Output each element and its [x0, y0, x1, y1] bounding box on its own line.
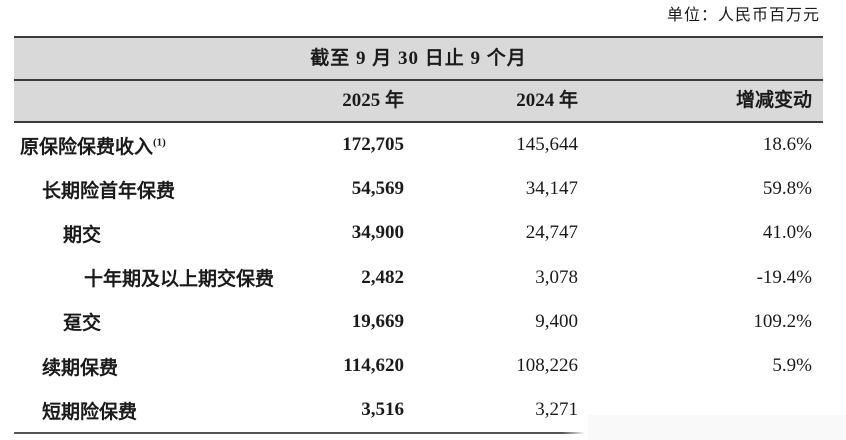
value-2025: 3,516	[361, 399, 404, 421]
value-change: 109.2%	[753, 310, 812, 332]
row-label: 期交	[63, 224, 102, 246]
value-2024: 9,400	[535, 310, 578, 332]
table-row: 长期险首年保费 54,569 34,147 59.8%	[14, 167, 823, 211]
value-change: 18.6%	[762, 134, 812, 156]
value-2025: 54,569	[351, 178, 404, 200]
column-header-change: 增减变动	[735, 90, 812, 111]
value-change: -19.4%	[756, 266, 812, 288]
value-change: 59.8%	[762, 178, 812, 200]
table-row: 趸交 19,669 9,400 109.2%	[14, 300, 823, 344]
table-row: 期交 34,900 24,747 41.0%	[14, 211, 823, 255]
value-2024: 3,271	[535, 399, 578, 421]
value-2024: 145,644	[516, 134, 578, 156]
row-label: 续期保费	[42, 357, 119, 379]
row-label: 趸交	[63, 313, 102, 335]
value-2025: 34,900	[351, 222, 404, 244]
table-row: 续期保费 114,620 108,226 5.9%	[14, 344, 823, 388]
table-top-border	[14, 36, 823, 38]
value-2024: 108,226	[516, 355, 578, 377]
value-2024: 3,078	[535, 266, 578, 288]
table-row: 十年期及以上期交保费 2,482 3,078 -19.4%	[14, 256, 823, 300]
table-bottom-border	[14, 432, 585, 435]
unit-label: 单位：人民币百万元	[666, 7, 820, 24]
row-label: 长期险首年保费	[42, 180, 176, 202]
redaction-patch	[588, 415, 846, 440]
table-body: 原保险保费收入(1) 172,705 145,644 18.6% 长期险首年保费 54,5…	[14, 123, 823, 432]
value-2025: 19,669	[351, 310, 404, 332]
value-2025: 172,705	[342, 134, 404, 156]
value-change: 41.0%	[762, 222, 812, 244]
table-column-header-row: 2025 年 2024 年 增减变动	[14, 81, 823, 121]
header-divider-line	[14, 79, 823, 81]
value-2025: 2,482	[361, 266, 404, 288]
table-row: 短期险保费 3,516 3,271	[14, 388, 823, 432]
premium-income-table: 截至 9 月 30 日止 9 个月 2025 年 2024 年 增减变动 原保险…	[14, 36, 823, 435]
row-label: 原保险保费收入(1)	[20, 136, 166, 158]
row-label: 短期险保费	[42, 401, 138, 423]
header-bottom-border	[14, 121, 823, 123]
value-2024: 34,147	[525, 178, 578, 200]
value-2025: 114,620	[343, 355, 404, 377]
table-span-header: 截至 9 月 30 日止 9 个月	[14, 38, 823, 79]
column-header-2024: 2024 年	[516, 90, 578, 111]
table-row: 原保险保费收入(1) 172,705 145,644 18.6%	[14, 123, 823, 167]
column-header-2025: 2025 年	[342, 90, 404, 111]
footnote-marker: (1)	[153, 136, 166, 149]
value-change: 5.9%	[772, 355, 812, 377]
value-2024: 24,747	[525, 222, 578, 244]
row-label: 十年期及以上期交保费	[84, 269, 275, 291]
